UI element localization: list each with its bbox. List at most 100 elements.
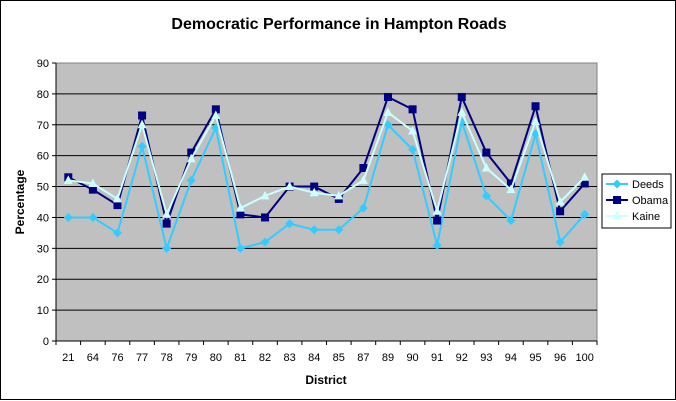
y-tick-label: 90 xyxy=(37,58,49,70)
data-point-deeds xyxy=(408,144,418,154)
x-tick-label: 91 xyxy=(431,352,443,364)
data-point-kaine xyxy=(235,203,245,212)
y-tick-label: 80 xyxy=(37,89,49,101)
series-line-deeds xyxy=(68,120,586,250)
data-point-kaine xyxy=(334,190,344,200)
data-point-kaine xyxy=(580,172,590,181)
data-point-obama xyxy=(531,102,540,111)
data-point-obama xyxy=(113,201,122,210)
data-point-deeds xyxy=(309,225,319,235)
data-point-deeds xyxy=(235,243,245,253)
x-tick-label: 93 xyxy=(480,352,492,364)
data-point-kaine xyxy=(457,107,467,116)
series-deeds xyxy=(63,117,590,253)
data-point-kaine xyxy=(309,187,319,197)
data-point-obama xyxy=(383,92,392,101)
series-line-kaine xyxy=(68,111,586,216)
x-tick-label: 95 xyxy=(529,352,541,364)
legend-marker xyxy=(613,196,621,204)
x-tick-label: 77 xyxy=(136,352,148,364)
y-tick-label: 0 xyxy=(43,336,49,348)
x-tick-label: 85 xyxy=(333,352,345,364)
data-point-deeds xyxy=(88,212,98,222)
legend-marker xyxy=(612,179,622,189)
x-axis-ticks: 21 64 76 77 78 79 80 81 82 83 84 85 87 89 90 91 92 93 94 95… xyxy=(55,340,598,364)
data-point-kaine xyxy=(260,190,270,200)
x-tick-label: 81 xyxy=(234,352,246,364)
data-point-obama xyxy=(482,148,491,157)
gridlines xyxy=(56,93,597,311)
plot-area xyxy=(55,62,598,342)
data-point-deeds xyxy=(260,237,270,247)
y-tick-label: 30 xyxy=(37,243,49,255)
x-tick-label: 84 xyxy=(308,352,320,364)
data-point-obama xyxy=(236,210,245,219)
data-point-kaine xyxy=(432,206,442,215)
y-tick-label: 20 xyxy=(37,274,49,286)
series-group xyxy=(63,92,590,253)
data-point-deeds xyxy=(137,141,147,151)
x-tick-label: 96 xyxy=(554,352,566,364)
x-axis-title: District xyxy=(305,373,346,387)
data-point-kaine xyxy=(63,175,73,184)
data-point-obama xyxy=(457,92,466,101)
data-point-kaine xyxy=(211,110,221,120)
data-point-obama xyxy=(408,105,417,114)
x-tick-label: 83 xyxy=(283,352,295,364)
data-point-obama xyxy=(187,148,196,157)
data-point-deeds xyxy=(555,237,565,247)
series-kaine xyxy=(63,107,590,218)
x-tick-label: 79 xyxy=(185,352,197,364)
data-point-kaine xyxy=(531,116,541,126)
x-tick-label: 80 xyxy=(210,352,222,364)
legend-item-obama: Obama xyxy=(606,195,669,207)
y-tick-label: 70 xyxy=(37,120,49,132)
legend-label: Kaine xyxy=(632,211,660,223)
y-axis-title: Percentage xyxy=(13,169,27,234)
x-tick-label: 94 xyxy=(505,352,517,364)
x-tick-label: 64 xyxy=(87,352,99,364)
data-point-deeds xyxy=(506,216,516,226)
data-point-deeds xyxy=(481,191,491,201)
legend-label: Deeds xyxy=(632,179,664,191)
data-point-kaine xyxy=(112,193,122,203)
y-axis-ticks: 0 10 20 30 40 50 60 70 80 90 xyxy=(37,58,57,348)
y-tick-label: 60 xyxy=(37,151,49,163)
data-point-deeds xyxy=(112,228,122,238)
data-point-obama xyxy=(88,185,97,194)
y-tick-label: 40 xyxy=(37,212,49,224)
x-tick-label: 90 xyxy=(406,352,418,364)
data-point-obama xyxy=(556,207,565,216)
data-point-kaine xyxy=(186,153,196,163)
data-point-deeds xyxy=(63,212,73,222)
chart-title: Democratic Performance in Hampton Roads xyxy=(171,16,506,33)
x-tick-label: 89 xyxy=(382,352,394,364)
x-tick-label: 87 xyxy=(357,352,369,364)
legend-item-deeds: Deeds xyxy=(606,179,664,191)
x-tick-label: 78 xyxy=(161,352,173,364)
y-tick-label: 10 xyxy=(37,305,49,317)
data-point-obama xyxy=(211,105,220,114)
data-point-obama xyxy=(433,216,442,225)
data-point-obama xyxy=(162,219,171,228)
data-point-kaine xyxy=(481,163,491,172)
data-point-kaine xyxy=(137,119,147,129)
x-tick-label: 100 xyxy=(576,352,594,364)
data-point-deeds xyxy=(186,175,196,185)
data-point-obama xyxy=(506,179,515,188)
data-point-obama xyxy=(359,164,368,173)
x-tick-label: 21 xyxy=(62,352,74,364)
data-point-deeds xyxy=(162,243,172,253)
data-point-kaine xyxy=(162,209,172,218)
data-point-kaine xyxy=(285,181,295,191)
data-point-kaine xyxy=(358,175,368,184)
x-tick-label: 76 xyxy=(111,352,123,364)
data-point-deeds xyxy=(383,120,393,130)
legend: Deeds Obama Kaine xyxy=(601,173,672,229)
data-point-obama xyxy=(138,111,147,120)
data-point-obama xyxy=(310,182,319,191)
y-tick-label: 50 xyxy=(37,182,49,194)
data-point-kaine xyxy=(506,184,516,194)
